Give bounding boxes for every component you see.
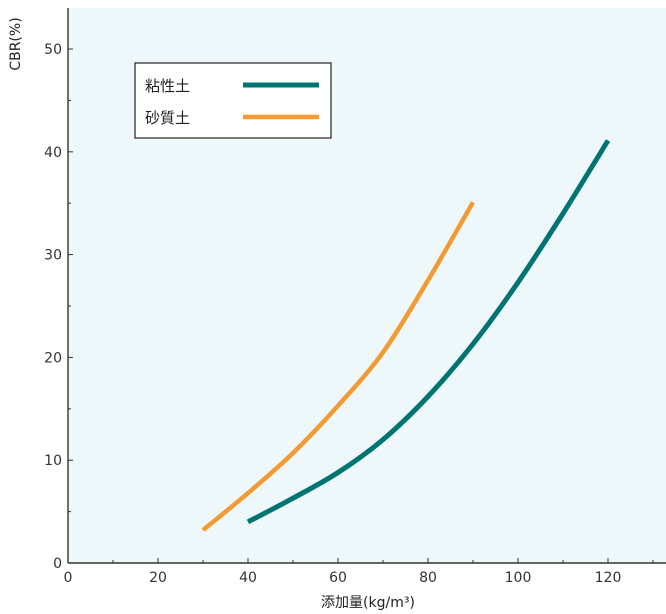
x-tick-label: 100	[505, 570, 532, 586]
x-axis-title: 添加量(kg/m³)	[321, 595, 415, 611]
y-axis-title: CBR(%)	[8, 17, 24, 70]
series-line-1	[246, 139, 611, 525]
legend-label-2: 砂質土	[145, 109, 190, 127]
y-tick-label: 50	[44, 42, 62, 58]
x-tick-label: 120	[595, 570, 622, 586]
y-tick-label: 10	[44, 453, 62, 469]
y-tick-label: 40	[44, 145, 62, 161]
series-line-2	[201, 201, 475, 532]
x-tick-label: 60	[329, 570, 347, 586]
y-tick-label: 20	[44, 350, 62, 366]
ticks-layer: 0 10 20 30 40 50 0 20 40 60 80 100 120	[44, 42, 654, 586]
x-tick-label: 80	[419, 570, 437, 586]
legend-label-1: 粘性土	[145, 77, 190, 95]
x-tick-label: 0	[64, 570, 73, 586]
y-tick-label: 30	[44, 248, 62, 264]
y-tick-label: 0	[53, 556, 62, 572]
x-tick-label: 40	[239, 570, 257, 586]
series-layer	[201, 139, 611, 532]
x-tick-label: 20	[149, 570, 167, 586]
legend-box	[134, 62, 332, 139]
